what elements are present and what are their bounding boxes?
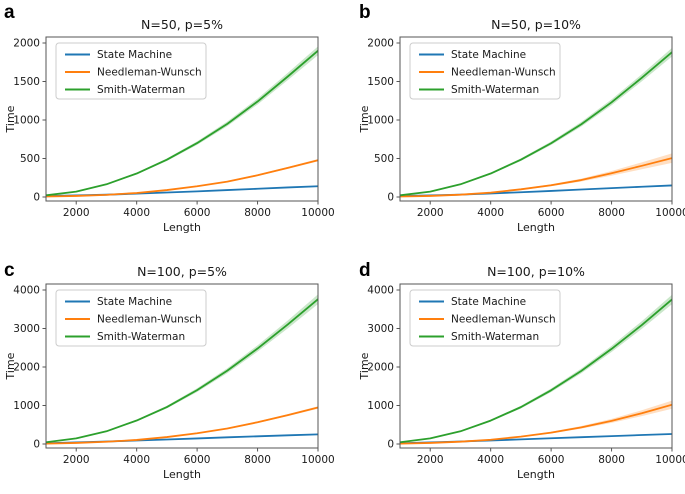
subplot-d: d N=100, p=10% 2000 4000 6000 8000 10000 0 1000… bbox=[342, 247, 685, 494]
x-tick-label: 6000 bbox=[184, 207, 211, 219]
x-tick-label: 8000 bbox=[598, 454, 625, 466]
x-tick-label: 6000 bbox=[184, 454, 211, 466]
y-tick-label: 3000 bbox=[367, 323, 394, 335]
subplot-b: b N=50, p=10% 2000 4000 6000 8000 10000 0 500 10… bbox=[342, 0, 685, 247]
x-tick-label: 8000 bbox=[244, 207, 271, 219]
x-tick-label: 2000 bbox=[63, 454, 90, 466]
legend-box bbox=[409, 42, 561, 100]
y-tick-label: 1000 bbox=[13, 400, 40, 412]
x-tick-label: 10000 bbox=[655, 207, 685, 219]
subplot-a: a N=50, p=5% 2000 4000 6000 8000 10000 0 500 100… bbox=[0, 0, 342, 247]
y-tick-label: 1500 bbox=[367, 76, 394, 88]
legend-label: State Machine bbox=[451, 49, 526, 61]
line-needleman_wunsch bbox=[400, 157, 672, 198]
x-tick-label: 6000 bbox=[538, 207, 565, 219]
x-tick-label: 4000 bbox=[477, 207, 504, 219]
line-smith_waterman bbox=[400, 298, 672, 444]
line-needleman_wunsch bbox=[46, 406, 318, 445]
y-tick-label: 1000 bbox=[13, 115, 40, 127]
x-tick-label: 4000 bbox=[123, 207, 150, 219]
legend-label: Smith-Waterman bbox=[451, 84, 539, 96]
y-tick-label: 3000 bbox=[13, 323, 40, 335]
x-tick-label: 10000 bbox=[301, 454, 334, 466]
y-tick-label: 0 bbox=[33, 438, 40, 450]
y-tick-label: 2000 bbox=[367, 38, 394, 50]
line-needleman_wunsch bbox=[46, 159, 318, 198]
subplot-letter-c: c bbox=[4, 260, 15, 281]
x-tick-label: 2000 bbox=[417, 207, 444, 219]
y-axis-label: Time bbox=[4, 352, 17, 380]
x-tick-label: 8000 bbox=[244, 454, 271, 466]
plot-background bbox=[0, 247, 342, 494]
x-tick-label: 4000 bbox=[123, 454, 150, 466]
y-tick-label: 2000 bbox=[13, 38, 40, 50]
y-tick-label: 2000 bbox=[367, 362, 394, 374]
legend-label: Smith-Waterman bbox=[97, 331, 185, 343]
y-tick-label: 500 bbox=[20, 153, 40, 165]
x-tick-label: 8000 bbox=[598, 207, 625, 219]
legend-label: Needleman-Wunsch bbox=[97, 67, 202, 79]
chart-d: N=100, p=10% 2000 4000 6000 8000 10000 0 1000 20… bbox=[354, 247, 685, 494]
x-axis-label: Length bbox=[517, 468, 555, 481]
y-tick-label: 500 bbox=[374, 153, 394, 165]
y-tick-label: 0 bbox=[33, 191, 40, 203]
y-tick-label: 4000 bbox=[367, 285, 394, 297]
legend-label: Needleman-Wunsch bbox=[451, 67, 556, 79]
x-tick-label: 2000 bbox=[63, 207, 90, 219]
chart-title: N=50, p=10% bbox=[491, 17, 581, 32]
legend-label: Smith-Waterman bbox=[97, 84, 185, 96]
line-smith_waterman bbox=[46, 298, 318, 444]
subplot-letter-a: a bbox=[4, 2, 15, 23]
legend-box bbox=[55, 289, 207, 347]
subplot-c: c N=100, p=5% 2000 4000 6000 8000 10000 0 1000 2… bbox=[0, 247, 342, 494]
y-axis-label: Time bbox=[358, 352, 371, 380]
y-tick-label: 0 bbox=[387, 438, 394, 450]
y-tick-label: 1500 bbox=[13, 76, 40, 88]
x-axis-label: Length bbox=[163, 468, 201, 481]
plot-background bbox=[354, 0, 685, 247]
legend-label: State Machine bbox=[451, 296, 526, 308]
subplot-letter-d: d bbox=[359, 260, 371, 281]
chart-b: N=50, p=10% 2000 4000 6000 8000 10000 0 500 1000… bbox=[354, 0, 685, 247]
line-needleman_wunsch bbox=[400, 403, 672, 445]
legend-box bbox=[55, 42, 207, 100]
y-axis-label: Time bbox=[4, 105, 17, 133]
chart-c: N=100, p=5% 2000 4000 6000 8000 10000 0 1000 200… bbox=[0, 247, 342, 494]
x-axis-label: Length bbox=[163, 221, 201, 234]
legend-label: Smith-Waterman bbox=[451, 331, 539, 343]
x-tick-label: 10000 bbox=[655, 454, 685, 466]
y-tick-label: 1000 bbox=[367, 115, 394, 127]
line-smith_waterman bbox=[46, 49, 318, 197]
chart-title: N=100, p=5% bbox=[137, 264, 227, 279]
legend-label: Needleman-Wunsch bbox=[97, 314, 202, 326]
x-axis-label: Length bbox=[517, 221, 555, 234]
x-tick-label: 6000 bbox=[538, 454, 565, 466]
y-tick-label: 2000 bbox=[13, 362, 40, 374]
axes-spines bbox=[399, 283, 673, 449]
chart-title: N=100, p=10% bbox=[487, 264, 585, 279]
legend-label: Needleman-Wunsch bbox=[451, 314, 556, 326]
line-smith_waterman bbox=[400, 51, 672, 197]
y-tick-label: 1000 bbox=[367, 400, 394, 412]
y-tick-label: 4000 bbox=[13, 285, 40, 297]
legend-label: State Machine bbox=[97, 49, 172, 61]
legend-label: State Machine bbox=[97, 296, 172, 308]
x-tick-label: 2000 bbox=[417, 454, 444, 466]
x-tick-label: 4000 bbox=[477, 454, 504, 466]
y-axis-label: Time bbox=[358, 105, 371, 133]
subplot-letter-b: b bbox=[359, 2, 371, 23]
x-tick-label: 10000 bbox=[301, 207, 334, 219]
axes-spines bbox=[45, 283, 319, 449]
chart-title: N=50, p=5% bbox=[141, 17, 223, 32]
axes-spines bbox=[399, 36, 673, 202]
plot-background bbox=[0, 0, 342, 247]
y-tick-label: 0 bbox=[387, 191, 394, 203]
axes-spines bbox=[45, 36, 319, 202]
plot-background bbox=[354, 247, 685, 494]
legend-box bbox=[409, 289, 561, 347]
chart-a: N=50, p=5% 2000 4000 6000 8000 10000 0 500 1000 1… bbox=[0, 0, 342, 247]
